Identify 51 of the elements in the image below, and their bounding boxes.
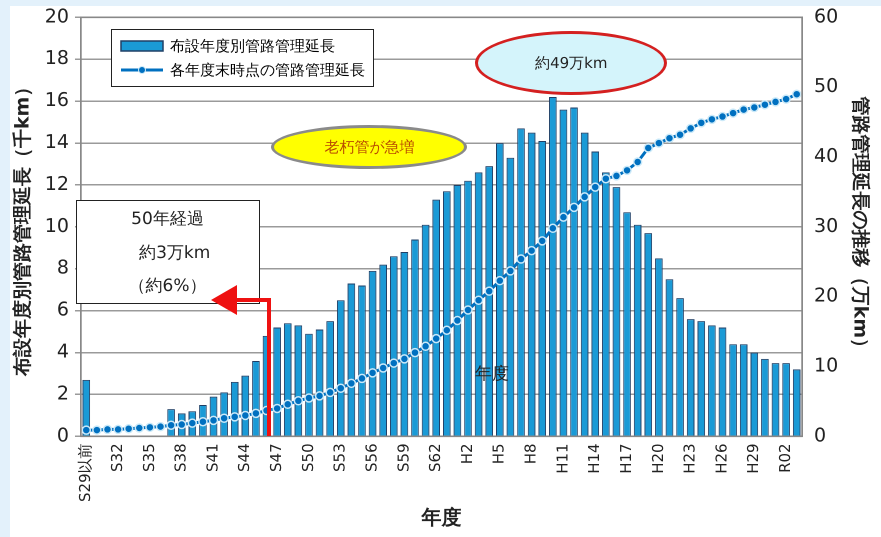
x-tick-label: S32 <box>108 443 126 472</box>
x-tick-label: H5 <box>490 443 508 464</box>
x-tick-label: H23 <box>680 443 699 474</box>
x-tick-label: H14 <box>585 443 604 474</box>
x-tick-label: H2 <box>458 443 476 464</box>
y2-tick-label: 0 <box>814 424 826 446</box>
y2-tick-label: 50 <box>814 75 838 98</box>
x-tick-label: S35 <box>140 443 158 472</box>
legend-label: 各年度末時点の管路管理延長 <box>170 60 365 80</box>
annotation: 50年経過 <box>130 208 205 231</box>
y-tick-label: 6 <box>56 298 69 321</box>
x-tick-label: S41 <box>203 443 222 472</box>
x-tick-label: S44 <box>235 443 254 472</box>
annotation: 約3万km <box>138 242 212 264</box>
y-tick-label: 10 <box>44 214 69 237</box>
x-tick-label: S62 <box>426 443 444 472</box>
x-tick-label: H26 <box>712 443 730 474</box>
y-tick-label: 4 <box>56 340 69 363</box>
annotation: 老朽管が急増 <box>323 136 416 158</box>
y-tick-label: 0 <box>56 424 69 446</box>
y2-tick-label: 60 <box>814 5 838 28</box>
x-tick-label: S29以前 <box>76 443 94 502</box>
x-axis-title: 年度 <box>420 505 462 530</box>
annotation: 約49万km <box>534 52 608 74</box>
x-tick-label: R02 <box>776 443 794 473</box>
y2-axis-title: 管路管理延長の推移（万km） <box>850 96 872 358</box>
y2-tick-label: 10 <box>814 354 838 376</box>
x-tick-label: H20 <box>648 443 667 474</box>
x-tick-label: S56 <box>362 443 380 472</box>
x-tick-label: S53 <box>330 443 349 472</box>
x-tick-label: H17 <box>616 443 635 474</box>
x-tick-label: S47 <box>267 443 286 472</box>
x-tick-label: S59 <box>394 443 412 472</box>
x-tick-label: H29 <box>744 443 762 474</box>
y-tick-label: 14 <box>44 131 69 154</box>
y2-tick-label: 40 <box>814 145 838 167</box>
annotation: （約6%） <box>128 275 208 298</box>
x-tick-label: S50 <box>298 443 317 472</box>
y-tick-label: 16 <box>44 89 69 112</box>
y2-tick-label: 30 <box>814 214 838 237</box>
x-tick-label: H11 <box>553 443 572 474</box>
y-tick-label: 8 <box>56 256 69 279</box>
legend-label: 布設年度別管路管理延長 <box>170 36 335 56</box>
y2-tick-label: 20 <box>814 284 838 307</box>
y-tick-label: 20 <box>44 5 69 28</box>
x-tick-label: H8 <box>522 443 540 464</box>
y-tick-label: 12 <box>44 172 69 195</box>
y-axis-title: 布設年度別管路管理延長（千km） <box>11 78 34 378</box>
y-tick-label: 2 <box>56 382 69 404</box>
x-tick-label: S38 <box>172 443 190 472</box>
y-tick-label: 18 <box>44 47 69 70</box>
